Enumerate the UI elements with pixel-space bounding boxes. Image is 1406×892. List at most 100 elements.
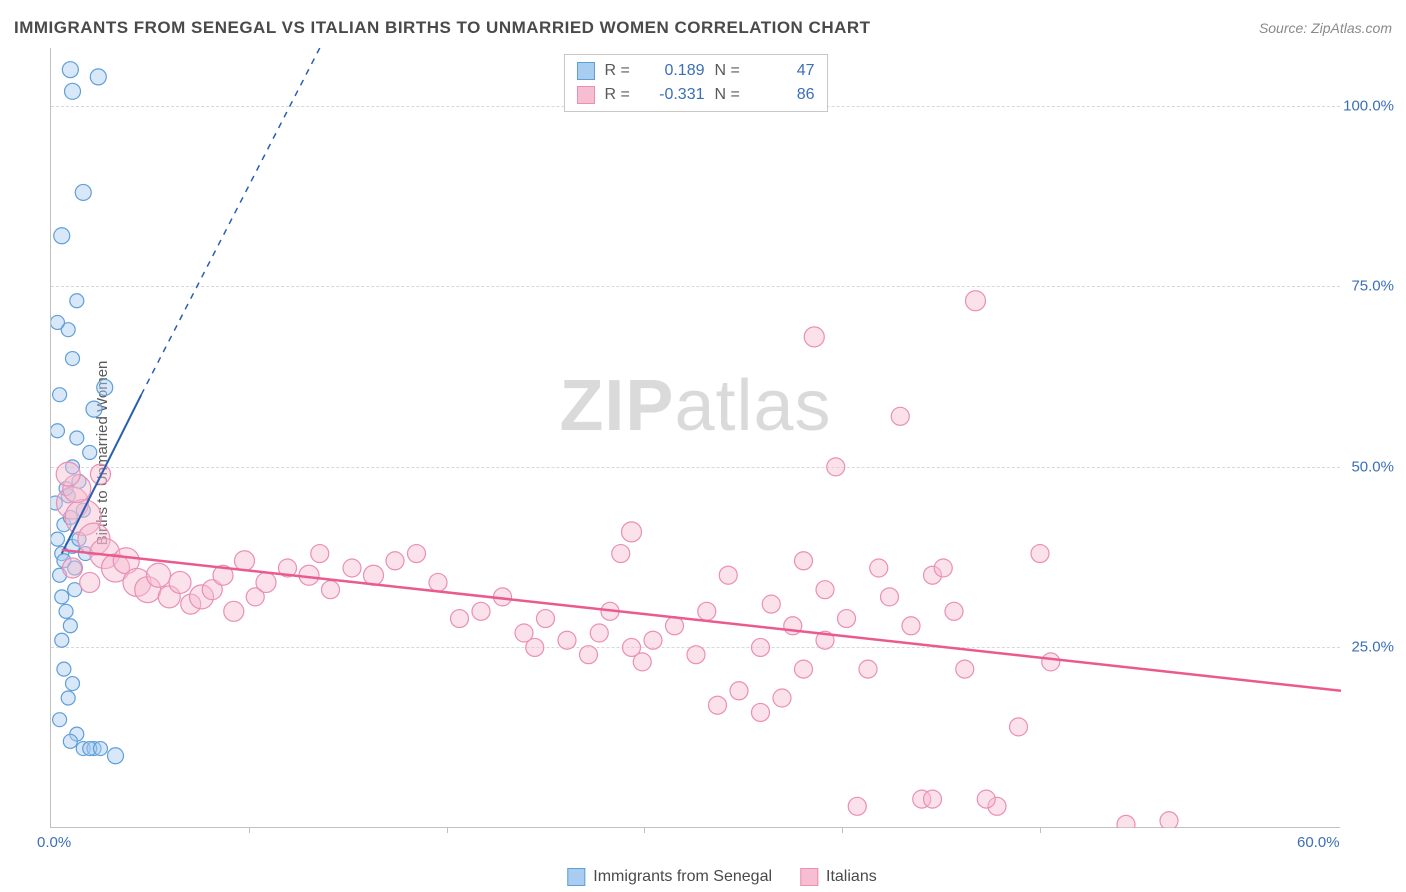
data-point — [644, 631, 662, 649]
data-point — [66, 352, 80, 366]
data-point — [526, 638, 544, 656]
data-point — [56, 462, 80, 486]
n-value-senegal: 47 — [755, 59, 815, 83]
data-point — [169, 571, 191, 593]
data-point — [795, 552, 813, 570]
data-point — [881, 588, 899, 606]
data-point — [311, 545, 329, 563]
data-point — [773, 689, 791, 707]
data-point — [902, 617, 920, 635]
data-point — [75, 184, 91, 200]
data-point — [945, 602, 963, 620]
legend-label: Immigrants from Senegal — [593, 868, 772, 886]
data-point — [364, 565, 384, 585]
y-tick-label: 50.0% — [1351, 458, 1394, 475]
y-tick-label: 25.0% — [1351, 639, 1394, 656]
data-point — [386, 552, 404, 570]
data-point — [838, 610, 856, 628]
legend-item: Italians — [800, 868, 877, 886]
legend-item: Immigrants from Senegal — [567, 868, 772, 886]
data-point — [62, 62, 78, 78]
data-point — [1160, 812, 1178, 828]
plot-area: ZIPatlas R = 0.189 N = 47 R = -0.331 N =… — [50, 48, 1340, 828]
data-point — [752, 638, 770, 656]
data-point — [235, 551, 255, 571]
data-point — [61, 691, 75, 705]
data-point — [1010, 718, 1028, 736]
n-value-italians: 86 — [755, 83, 815, 107]
data-point — [70, 431, 84, 445]
data-point — [63, 734, 77, 748]
data-point — [54, 228, 70, 244]
data-point — [108, 748, 124, 764]
chart-title: IMMIGRANTS FROM SENEGAL VS ITALIAN BIRTH… — [14, 18, 871, 38]
legend-swatch-italians — [577, 86, 595, 104]
legend-label: Italians — [826, 868, 877, 886]
data-point — [966, 291, 986, 311]
legend-row-italians: R = -0.331 N = 86 — [577, 83, 815, 107]
y-tick-label: 100.0% — [1343, 97, 1394, 114]
data-point — [816, 581, 834, 599]
data-point — [859, 660, 877, 678]
chart-source: Source: ZipAtlas.com — [1259, 20, 1392, 36]
data-point — [90, 69, 106, 85]
data-point — [408, 545, 426, 563]
data-point — [762, 595, 780, 613]
data-point — [537, 610, 555, 628]
data-point — [870, 559, 888, 577]
legend-swatch — [800, 868, 818, 886]
data-point — [698, 602, 716, 620]
data-point — [590, 624, 608, 642]
data-point — [51, 532, 64, 546]
data-point — [719, 566, 737, 584]
data-point — [891, 407, 909, 425]
data-point — [795, 660, 813, 678]
data-point — [322, 581, 340, 599]
scatter-svg — [51, 48, 1341, 828]
legend-row-senegal: R = 0.189 N = 47 — [577, 59, 815, 83]
data-point — [977, 790, 995, 808]
data-point — [224, 601, 244, 621]
data-point — [256, 572, 276, 592]
correlation-legend: R = 0.189 N = 47 R = -0.331 N = 86 — [564, 54, 828, 112]
data-point — [147, 563, 171, 587]
data-point — [57, 662, 71, 676]
data-point — [612, 545, 630, 563]
data-point — [55, 590, 69, 604]
data-point — [63, 619, 77, 633]
data-point — [93, 742, 107, 756]
y-tick-label: 75.0% — [1351, 278, 1394, 295]
data-point — [83, 445, 97, 459]
data-point — [730, 682, 748, 700]
x-tick-label: 0.0% — [37, 834, 71, 851]
series-legend: Immigrants from Senegal Italians — [567, 868, 876, 886]
data-point — [51, 424, 64, 438]
data-point — [472, 602, 490, 620]
x-tick-label: 60.0% — [1297, 834, 1340, 851]
r-value-senegal: 0.189 — [645, 59, 705, 83]
data-point — [80, 572, 100, 592]
data-point — [687, 646, 705, 664]
data-point — [666, 617, 684, 635]
data-point — [53, 713, 67, 727]
data-point — [709, 696, 727, 714]
data-point — [86, 401, 102, 417]
data-point — [804, 327, 824, 347]
data-point — [622, 522, 642, 542]
data-point — [1117, 815, 1135, 828]
data-point — [343, 559, 361, 577]
data-point — [1031, 545, 1049, 563]
data-point — [55, 633, 69, 647]
r-value-italians: -0.331 — [645, 83, 705, 107]
data-point — [1042, 653, 1060, 671]
data-point — [848, 797, 866, 815]
data-point — [70, 294, 84, 308]
data-point — [429, 573, 447, 591]
chart-header: IMMIGRANTS FROM SENEGAL VS ITALIAN BIRTH… — [14, 18, 1392, 38]
data-point — [752, 703, 770, 721]
data-point — [65, 83, 81, 99]
data-point — [51, 315, 64, 329]
data-point — [633, 653, 651, 671]
data-point — [924, 790, 942, 808]
data-point — [934, 559, 952, 577]
